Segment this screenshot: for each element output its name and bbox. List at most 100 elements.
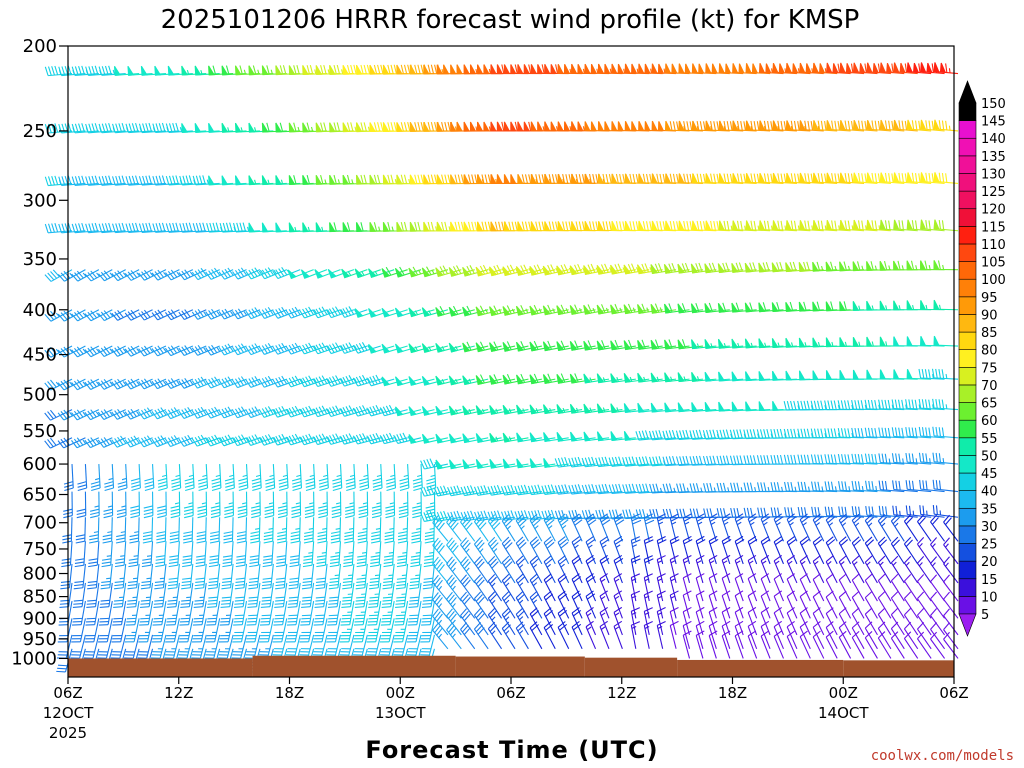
- barb-half: [649, 267, 653, 272]
- barb-half: [246, 226, 250, 232]
- barb-full: [264, 308, 271, 317]
- barb-pennant: [664, 120, 672, 131]
- barb-staff: [117, 345, 140, 357]
- barb-full: [303, 537, 314, 541]
- barb-pennant: [799, 172, 806, 183]
- barb-full: [679, 483, 683, 493]
- barb-full: [302, 308, 308, 318]
- barb-full: [390, 122, 394, 132]
- wind-barb: [352, 342, 381, 354]
- barb-full: [827, 481, 831, 491]
- barb-full: [219, 222, 224, 233]
- barb-pennant: [544, 64, 551, 74]
- barb-full: [87, 380, 94, 389]
- barb-full: [935, 399, 938, 409]
- barb-full: [398, 515, 409, 519]
- barb-full: [681, 339, 686, 349]
- barb-full: [759, 429, 764, 439]
- barb-pennant: [421, 267, 431, 278]
- barb-full: [725, 455, 730, 465]
- barb-full: [635, 221, 639, 231]
- barb-full: [50, 409, 57, 418]
- barb-full: [103, 378, 111, 387]
- barb-full: [281, 267, 288, 276]
- barb-pennant: [300, 269, 311, 279]
- barb-half: [670, 376, 673, 382]
- barb-full: [790, 220, 794, 230]
- wind-barb: [396, 174, 422, 185]
- wind-barb: [557, 121, 583, 132]
- wind-barb: [473, 514, 489, 542]
- barb-full: [165, 123, 170, 133]
- wind-barb: [650, 263, 677, 275]
- barb-full: [560, 340, 566, 350]
- barb-full: [762, 302, 767, 312]
- barb-full: [91, 487, 101, 492]
- barb-full: [151, 312, 159, 321]
- barb-full: [840, 428, 844, 438]
- barb-full: [858, 120, 861, 130]
- barb-full: [665, 456, 670, 466]
- barb-full: [192, 223, 197, 233]
- wind-barb: [705, 63, 730, 75]
- barb-full: [199, 222, 203, 232]
- barb-full: [328, 308, 335, 317]
- barb-staff: [130, 309, 153, 321]
- barb-full: [144, 481, 154, 485]
- barb-pennant: [650, 264, 659, 275]
- barb-full: [308, 342, 314, 352]
- barb-full: [285, 310, 292, 319]
- barb-full: [121, 222, 126, 232]
- barb-full: [850, 120, 854, 131]
- barb-full: [165, 175, 170, 186]
- barb-half: [575, 407, 579, 413]
- wind-barb: [304, 491, 315, 519]
- wind-barb: [208, 541, 221, 568]
- wind-barb: [329, 122, 354, 133]
- wind-barb: [165, 122, 193, 133]
- barb-full: [854, 481, 858, 491]
- barb-half: [650, 68, 653, 74]
- barb-full: [560, 264, 566, 274]
- barb-staff: [144, 269, 167, 281]
- barb-pennant: [537, 121, 544, 132]
- barb-full: [323, 64, 327, 75]
- barb-full: [692, 456, 697, 466]
- barb-pennant: [758, 338, 766, 349]
- barb-full: [414, 122, 418, 132]
- wind-barb: [289, 541, 301, 568]
- barb-full: [689, 483, 693, 493]
- barb-pennant: [234, 65, 242, 76]
- barb-pennant: [423, 221, 430, 232]
- wind-barb: [705, 173, 730, 184]
- barb-full: [181, 310, 188, 319]
- barb-full: [168, 123, 173, 133]
- wind-barb: [463, 174, 489, 185]
- barb-full: [776, 262, 780, 272]
- barb-full: [622, 174, 626, 184]
- barb-full: [171, 487, 181, 492]
- barb-half: [336, 474, 342, 477]
- barb-full: [245, 409, 252, 418]
- barb-full: [318, 515, 328, 519]
- wind-barb: [157, 464, 168, 492]
- barb-full: [318, 406, 325, 416]
- barb-full: [305, 487, 316, 492]
- barb-full: [424, 537, 435, 541]
- barb-pennant: [825, 337, 833, 348]
- wind-barb: [382, 122, 408, 132]
- barb-staff: [137, 541, 140, 566]
- barb-full: [245, 310, 252, 319]
- barb-full: [681, 263, 687, 273]
- barb-full: [883, 260, 888, 271]
- barb-half: [308, 551, 313, 554]
- barb-full: [924, 399, 928, 409]
- barb-full: [820, 120, 824, 131]
- barb-full: [830, 428, 834, 438]
- barb-full: [227, 376, 234, 385]
- barb-full: [88, 176, 93, 186]
- barb-pennant: [448, 267, 458, 277]
- barb-full: [211, 481, 221, 485]
- barb-full: [305, 343, 311, 353]
- wind-barb: [503, 174, 529, 184]
